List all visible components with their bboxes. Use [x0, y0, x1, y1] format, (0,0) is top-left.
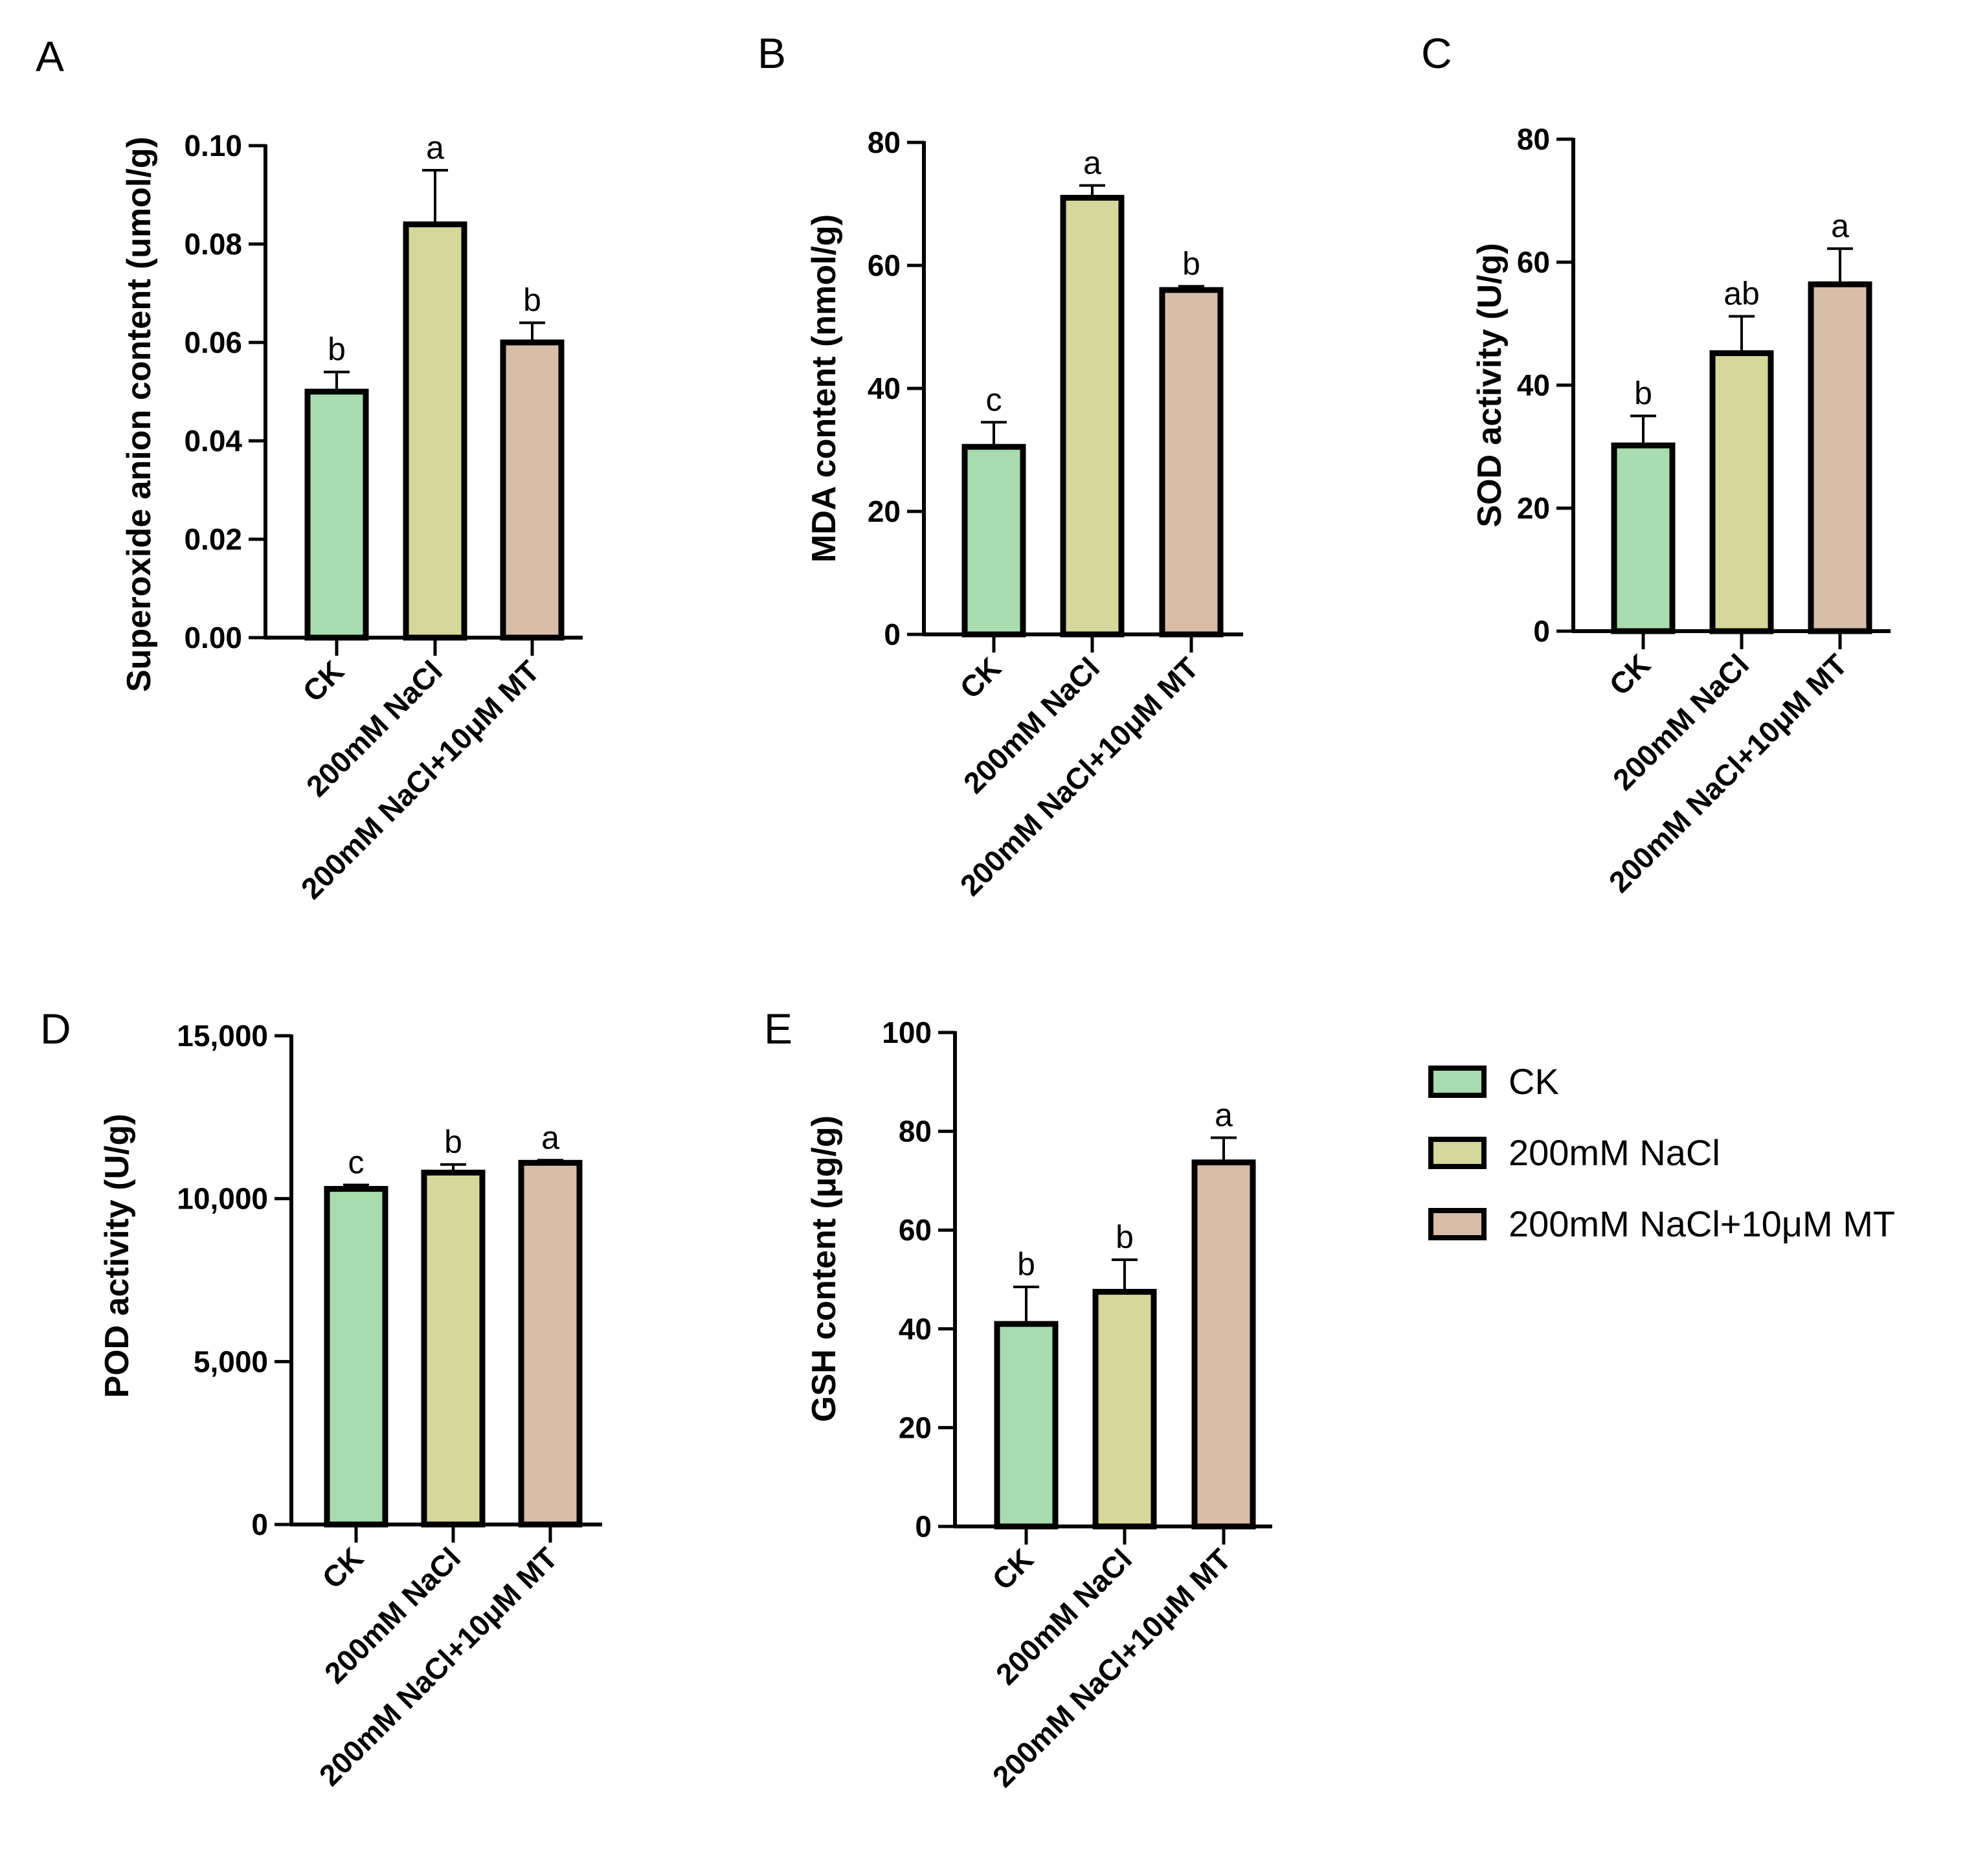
- y-tick-label-c: 20: [1517, 491, 1550, 525]
- y-tick-label-e: 40: [899, 1312, 932, 1346]
- legend-swatch-ck: [1428, 1066, 1487, 1098]
- category-label-e-ck: CK: [985, 1542, 1040, 1596]
- bar-b-nacl: [1060, 195, 1125, 638]
- chart-panel-a: A Superoxide anion content (umol/g) b CK a…: [36, 32, 583, 906]
- y-tick-label-b: 0: [884, 618, 901, 651]
- panel-letter-e: E: [764, 1005, 792, 1053]
- bar-e-nacl: [1092, 1289, 1157, 1530]
- bar-a-nacl: [403, 221, 467, 641]
- y-tick-label-e: 80: [899, 1115, 932, 1148]
- significance-label-c-nacl: ab: [1724, 276, 1760, 312]
- y-axis-label-a: Superoxide anion content (umol/g): [120, 137, 158, 692]
- y-tick-label-c: 60: [1517, 245, 1550, 279]
- legend: CK 200mM NaCl 200mM NaCl+10μM MT: [1428, 1061, 1895, 1244]
- bar-a-nacl-mt: [500, 339, 565, 641]
- y-tick-label-e: 20: [899, 1411, 932, 1444]
- bar-c-ck: [1611, 442, 1676, 634]
- y-tick-label-d: 15,000: [177, 1019, 268, 1053]
- significance-label-a-nacl-mt: b: [523, 282, 541, 318]
- y-tick-label-e: 0: [915, 1510, 932, 1543]
- y-tick-label-e: 100: [882, 1016, 932, 1049]
- bar-b-nacl-mt: [1159, 287, 1224, 638]
- significance-label-e-nacl-mt: a: [1215, 1097, 1233, 1133]
- y-axis-label-c: SOD activity (U/g): [1471, 243, 1509, 527]
- significance-label-d-nacl-mt: a: [541, 1119, 559, 1156]
- y-tick-label-c: 80: [1517, 122, 1550, 156]
- y-tick-label-a: 0.10: [184, 129, 242, 162]
- y-tick-label-c: 40: [1517, 368, 1550, 402]
- y-tick-label-d: 10,000: [177, 1182, 268, 1216]
- y-tick-label-a: 0.06: [184, 326, 242, 359]
- bar-c-nacl: [1709, 350, 1774, 634]
- legend-label-nacl: 200mM NaCl: [1509, 1132, 1720, 1173]
- legend-swatch-nacl-mt: [1428, 1208, 1487, 1240]
- bar-e-ck: [994, 1321, 1059, 1530]
- significance-label-a-ck: b: [328, 331, 346, 368]
- category-label-b-ck: CK: [953, 651, 1007, 705]
- y-axis-label-e: GSH content (μg/g): [805, 1115, 843, 1422]
- y-tick-label-d: 5,000: [194, 1345, 268, 1378]
- significance-label-c-ck: b: [1634, 375, 1652, 412]
- y-tick-label-a: 0.02: [184, 522, 242, 556]
- bar-b-ck: [961, 443, 1026, 638]
- significance-label-d-nacl: b: [444, 1124, 462, 1160]
- y-tick-label-a: 0.04: [184, 424, 242, 458]
- category-label-d-ck: CK: [315, 1541, 370, 1595]
- panel-letter-a: A: [36, 32, 64, 80]
- bar-e-nacl-mt: [1191, 1159, 1256, 1530]
- y-tick-label-a: 0.00: [184, 621, 242, 654]
- bar-d-nacl: [421, 1169, 486, 1528]
- bar-a-ck: [304, 388, 369, 641]
- bar-d-ck: [324, 1186, 388, 1528]
- significance-label-a-nacl: a: [426, 129, 444, 166]
- y-tick-label-b: 20: [868, 495, 901, 528]
- significance-label-e-nacl: b: [1116, 1219, 1134, 1255]
- significance-label-b-nacl-mt: b: [1182, 245, 1200, 282]
- legend-label-ck: CK: [1509, 1061, 1559, 1102]
- panel-letter-c: C: [1421, 29, 1452, 77]
- y-axis-label-b: MDA content (nmol/g): [805, 214, 843, 563]
- legend-label-nacl-mt: 200mM NaCl+10μM MT: [1509, 1203, 1895, 1244]
- legend-swatch-nacl: [1428, 1137, 1487, 1169]
- significance-label-c-nacl-mt: a: [1831, 208, 1849, 244]
- significance-label-e-ck: b: [1017, 1246, 1035, 1282]
- y-tick-label-e: 60: [899, 1213, 932, 1247]
- significance-label-b-ck: c: [986, 381, 1002, 418]
- panel-letter-d: D: [40, 1005, 71, 1053]
- y-axis-label-d: POD activity (U/g): [98, 1113, 136, 1398]
- significance-label-b-nacl: a: [1083, 145, 1101, 181]
- y-tick-label-a: 0.08: [184, 227, 242, 261]
- bar-c-nacl-mt: [1808, 281, 1872, 634]
- y-tick-label-c: 0: [1533, 614, 1550, 648]
- y-tick-label-b: 60: [868, 249, 901, 282]
- y-tick-label-b: 80: [868, 126, 901, 159]
- panel-letter-b: B: [758, 29, 786, 77]
- category-label-a-ck: CK: [296, 654, 350, 708]
- significance-label-d-ck: c: [348, 1145, 365, 1181]
- y-tick-label-b: 40: [868, 372, 901, 405]
- category-label-c-ck: CK: [1602, 647, 1657, 702]
- bar-d-nacl-mt: [518, 1159, 583, 1528]
- y-tick-label-d: 0: [251, 1508, 268, 1541]
